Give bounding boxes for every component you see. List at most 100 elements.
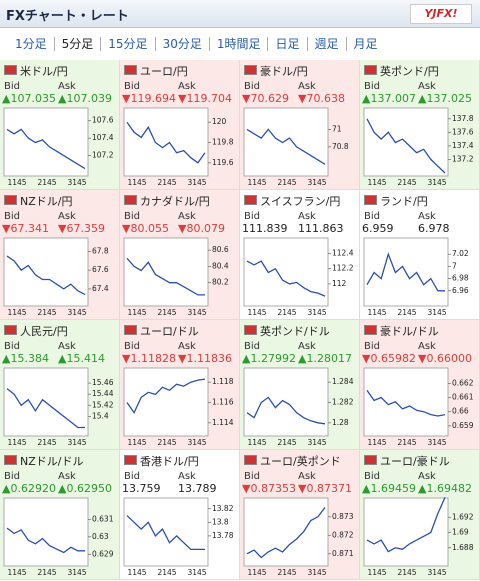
ask-label: Ask [298, 81, 316, 92]
y-tick-label: 6.98 [452, 274, 469, 283]
tab[interactable]: 30分足 [156, 37, 210, 51]
ask-value: ▼67.359 [58, 222, 105, 235]
ask-label: Ask [58, 341, 76, 352]
rate-card[interactable]: 香港ドル/円 Bid Ask 13.759 13.789 13.82 13.8 13.78 11… [120, 450, 240, 580]
rate-card[interactable]: 人民元/円 Bid Ask ▲15.384 ▲15.414 15.46 15.44 15.42… [0, 320, 120, 450]
y-tick-label: 1.69 [452, 528, 469, 537]
tab[interactable]: 月足 [353, 37, 378, 51]
chart-box [123, 237, 209, 307]
rate-card[interactable]: スイスフラン/円 Bid Ask 111.839 111.863 112.4 112.2 11… [240, 190, 360, 320]
pair-name-row: ユーロ/円 [124, 63, 188, 79]
rate-card[interactable]: ユーロ/円 Bid Ask ▼119.694 ▼119.704 120 119.8 119.6… [120, 60, 240, 190]
rate-card[interactable]: NZドル/ドル Bid Ask ▲0.62920 ▲0.62950 0.631 0.63 0.… [0, 450, 120, 580]
y-tick-label: 107.6 [92, 116, 114, 125]
y-tick-label: 1.28 [332, 418, 349, 427]
ask-value: ▼1.11836 [178, 352, 232, 365]
pair-name: カナダドル/円 [140, 195, 210, 208]
x-tick-label: 3145 [307, 568, 326, 577]
pair-name: スイスフラン/円 [260, 195, 341, 208]
pair-name: 米ドル/円 [20, 65, 68, 78]
pair-name-row: スイスフラン/円 [244, 193, 340, 209]
bid-label: Bid [4, 211, 20, 222]
mini-chart: 67.8 67.6 67.4 1145 2145 3145 [3, 237, 109, 317]
y-tick-label: 80.6 [212, 245, 229, 254]
tab[interactable]: 週足 [308, 37, 347, 51]
ask-value: ▼119.704 [178, 92, 232, 105]
bid-value: ▼70.629 [242, 92, 289, 105]
tab[interactable]: 15分足 [101, 37, 156, 51]
bid-label: Bid [124, 81, 140, 92]
mini-chart: 107.6 107.4 107.2 1145 2145 3145 [3, 107, 114, 187]
y-tick-label: 13.8 [212, 517, 229, 526]
rate-card[interactable]: ユーロ/豪ドル Bid Ask ▲1.69459 ▲1.69482 1.692 1.69 1.… [360, 450, 480, 580]
y-tick-label: 112.2 [332, 264, 354, 273]
ask-label: Ask [178, 341, 196, 352]
title: FXチャート・レート [6, 9, 129, 24]
flag-icon [364, 325, 377, 335]
flag-icon [364, 195, 377, 205]
logo[interactable]: YJFX! [410, 4, 472, 24]
bid-value: ▲1.27992 [242, 352, 296, 365]
y-tick-label: 0.631 [92, 514, 114, 523]
x-tick-label: 1145 [367, 308, 386, 317]
bid-value: ▼1.11828 [122, 352, 176, 365]
y-tick-label: 7 [452, 261, 457, 270]
rate-card[interactable]: ユーロ/ドル Bid Ask ▼1.11828 ▼1.11836 1.118 1.116 1.… [120, 320, 240, 450]
ask-label: Ask [58, 81, 76, 92]
price-line [246, 128, 326, 165]
y-tick-label: 67.8 [92, 246, 109, 255]
chart-box [243, 107, 329, 177]
bid-value: ▲137.007 [362, 92, 416, 105]
pair-name: ユーロ/豪ドル [380, 455, 450, 468]
tab[interactable]: 1時間足 [210, 37, 269, 51]
y-tick-label: 137.8 [452, 114, 474, 123]
mini-chart: 0.631 0.63 0.629 1145 2145 3145 [3, 497, 114, 577]
x-tick-label: 1145 [367, 438, 386, 447]
rate-card[interactable]: ユーロ/英ポンド Bid Ask ▼0.87353 ▼0.87371 0.873 0.872… [240, 450, 360, 580]
rate-card[interactable]: 米ドル/円 Bid Ask ▲107.035 ▲107.039 107.6 107.4 107… [0, 60, 120, 190]
tab[interactable]: 1分足 [8, 37, 55, 51]
price-line [6, 255, 86, 296]
chart-box [363, 497, 449, 567]
rate-card[interactable]: 豪ドル/ドル Bid Ask ▼0.65982 ▼0.66000 0.662 0.661 0.… [360, 320, 480, 450]
bid-value: ▲107.035 [2, 92, 56, 105]
flag-icon [244, 325, 257, 335]
mini-chart: 80.6 80.4 80.2 1145 2145 3145 [123, 237, 229, 317]
tab[interactable]: 日足 [268, 37, 308, 51]
x-tick-label: 1145 [7, 308, 26, 317]
x-tick-label: 1145 [7, 568, 26, 577]
x-tick-label: 3145 [67, 438, 86, 447]
mini-chart: 13.82 13.8 13.78 1145 2145 3145 [123, 497, 234, 577]
y-tick-label: 119.8 [212, 138, 234, 147]
chart-box [243, 237, 329, 307]
rate-card[interactable]: ランド/円 Bid Ask 6.959 6.978 7.02 7 6.98 6.96 1145 21… [360, 190, 480, 320]
rate-card[interactable]: 英ポンド/円 Bid Ask ▲137.007 ▲137.025 137.8 137.6 13… [360, 60, 480, 190]
ask-label: Ask [418, 81, 436, 92]
rate-card[interactable]: 英ポンド/ドル Bid Ask ▲1.27992 ▲1.28017 1.284 1.282 1… [240, 320, 360, 450]
flag-icon [244, 195, 257, 205]
chart-box [3, 237, 89, 307]
y-tick-label: 119.6 [212, 158, 234, 167]
x-tick-label: 1145 [247, 568, 266, 577]
mini-chart: 7.02 7 6.98 6.96 1145 2145 3145 [363, 237, 469, 317]
flag-icon [364, 455, 377, 465]
ask-label: Ask [298, 471, 316, 482]
tab[interactable]: 5分足 [55, 37, 102, 51]
flag-icon [4, 455, 17, 465]
rate-card[interactable]: NZドル/円 Bid Ask ▼67.341 ▼67.359 67.8 67.6 67.4 11… [0, 190, 120, 320]
bid-value: ▲15.384 [2, 352, 49, 365]
chart-box [363, 367, 449, 437]
price-line [6, 388, 85, 429]
ask-value: 111.863 [298, 222, 344, 235]
ask-label: Ask [58, 471, 76, 482]
ask-label: Ask [58, 211, 76, 222]
rate-card[interactable]: カナダドル/円 Bid Ask ▼80.055 ▼80.079 80.6 80.4 80.2 1… [120, 190, 240, 320]
mini-chart: 1.692 1.69 1.688 1145 2145 3145 [363, 497, 474, 577]
bid-label: Bid [364, 81, 380, 92]
price-line [126, 515, 205, 551]
pair-name-row: 英ポンド/円 [364, 63, 439, 79]
x-tick-label: 3145 [67, 178, 86, 187]
mini-chart: 137.8 137.6 137.4 137.2 1145 2145 3145 [363, 107, 474, 187]
rate-card[interactable]: 豪ドル/円 Bid Ask ▼70.629 ▼70.638 71 70.8 1145 2145 3… [240, 60, 360, 190]
y-tick-label: 13.78 [212, 531, 234, 540]
